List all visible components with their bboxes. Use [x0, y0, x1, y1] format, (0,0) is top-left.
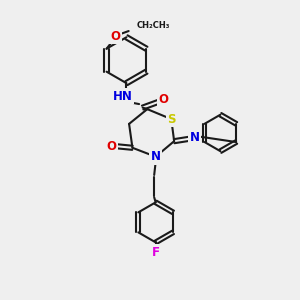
Text: N: N [190, 131, 200, 144]
Text: N: N [151, 150, 161, 163]
Text: CH₂CH₃: CH₂CH₃ [137, 21, 170, 30]
Text: O: O [159, 93, 169, 106]
Text: HN: HN [113, 90, 133, 103]
Text: O: O [110, 29, 120, 43]
Text: O: O [107, 140, 117, 153]
Text: F: F [152, 246, 160, 259]
Text: S: S [167, 112, 176, 126]
